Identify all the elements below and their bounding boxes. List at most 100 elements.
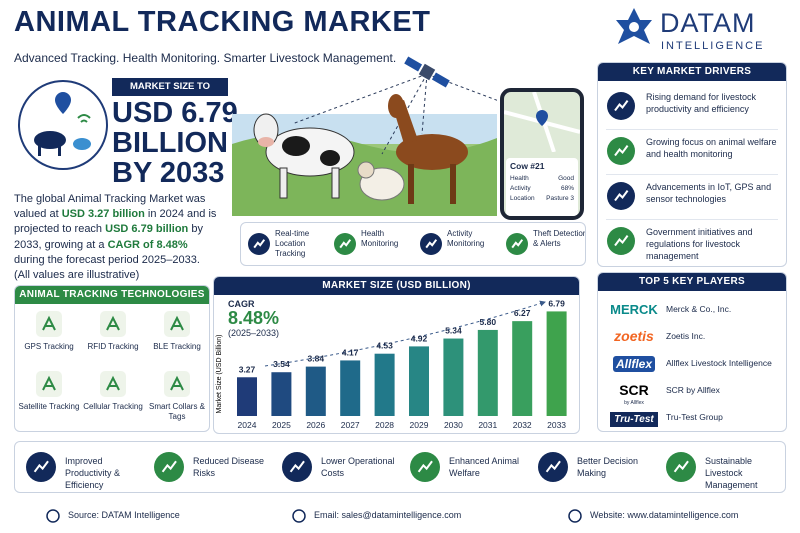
device-value: Good xyxy=(558,175,574,182)
cagr-period: (2025–2033) xyxy=(228,328,280,338)
trend-arrow xyxy=(264,300,546,367)
tech-label: GPS Tracking xyxy=(24,342,74,351)
x-tick-label: 2026 xyxy=(306,420,325,430)
summary-text: during the forecast period 2025–2033. xyxy=(14,253,200,266)
value-label: 5.34 xyxy=(445,326,462,336)
icon-glyph xyxy=(33,460,49,473)
market-line: BILLION xyxy=(112,127,228,159)
player-logo: SCR by Allflex xyxy=(606,382,662,406)
icon-glyph xyxy=(545,460,561,473)
icon xyxy=(538,452,568,482)
bar xyxy=(477,329,498,416)
tech-icon-bg xyxy=(164,311,190,337)
benefits-strip: Improved Productivity & Efficiency Reduce… xyxy=(14,441,786,493)
player-logo-text: MERCK xyxy=(610,302,658,317)
tech-glyph xyxy=(42,375,56,391)
technologies-panel: ANIMAL TRACKING TECHNOLOGIES GPS Trackin… xyxy=(14,285,210,432)
device-value: 68% xyxy=(560,185,574,192)
feature-label: Theft Detection & Alerts xyxy=(533,229,586,248)
divider xyxy=(606,129,778,130)
logo-mark xyxy=(616,8,652,44)
icon-glyph xyxy=(339,239,352,249)
tech-icon xyxy=(100,311,126,337)
player-name: Allflex Livestock Intelligence xyxy=(666,358,772,368)
market-line: USD 6.79 xyxy=(112,97,238,129)
decoration xyxy=(38,144,41,156)
value-label: 4.92 xyxy=(411,333,428,343)
icon xyxy=(607,92,635,120)
icon-glyph xyxy=(289,460,305,473)
tech-label: Satellite Tracking xyxy=(18,402,80,411)
tech-icon-bg xyxy=(36,311,62,337)
icon xyxy=(666,452,696,482)
bar xyxy=(546,311,567,416)
icon-glyph xyxy=(673,460,689,473)
tech-label: BLE Tracking xyxy=(153,342,201,351)
y-axis-label: Market Size (USD Billion) xyxy=(216,335,223,414)
brand-name: DATAM xyxy=(660,8,756,38)
device-card: Cow #21 Health Good Activity 68% Location Pas… xyxy=(506,158,578,216)
value-label: 6.79 xyxy=(548,298,565,308)
market-label: MARKET SIZE TO REACH xyxy=(112,78,228,110)
player-logo-sub: by Allflex xyxy=(624,400,644,406)
icon xyxy=(607,182,635,210)
decoration xyxy=(320,150,340,166)
decoration xyxy=(279,167,288,199)
summary-highlight: USD 6.79 billion xyxy=(105,223,189,236)
footer-text: Website: www.datamintelligence.com xyxy=(590,510,739,520)
bar xyxy=(374,353,395,416)
player-name: Tru-Test Group xyxy=(666,412,723,422)
decoration xyxy=(536,110,548,126)
player-logo-text: Allflex xyxy=(612,356,655,372)
icon xyxy=(506,233,528,255)
device-row: Health Good xyxy=(510,174,574,184)
decoration xyxy=(418,63,436,81)
bar xyxy=(409,346,429,416)
title: ANIMAL TRACKING MARKET xyxy=(14,6,431,38)
player-logo-text: Tru-Test xyxy=(610,412,658,427)
footer-icon xyxy=(292,509,306,523)
player-name: Merck & Co., Inc. xyxy=(666,304,732,314)
decoration xyxy=(331,167,340,199)
icon-glyph xyxy=(161,460,177,473)
benefit-text: Better Decision Making xyxy=(577,456,639,478)
tech-icon xyxy=(36,371,62,397)
decoration xyxy=(58,144,61,156)
market-icon xyxy=(18,80,108,170)
value-label: 3.27 xyxy=(239,364,256,374)
tech-glyph xyxy=(42,315,56,331)
illustration xyxy=(232,56,497,216)
icon xyxy=(154,452,184,482)
icon xyxy=(334,233,356,255)
decoration xyxy=(629,22,639,32)
value-label: 4.17 xyxy=(342,347,359,357)
icon xyxy=(410,452,440,482)
tech-icon-bg xyxy=(100,311,126,337)
brand-tagline: INTELLIGENCE xyxy=(661,40,765,52)
player-logo: Tru-Test xyxy=(606,409,662,427)
tech-glyph xyxy=(106,375,120,391)
device-key: Activity xyxy=(510,185,531,192)
divider xyxy=(606,219,778,220)
driver-text: Government initiatives and regulations f… xyxy=(646,227,753,261)
bar xyxy=(512,321,533,416)
chart: Market Size (USD Billion) 3.27 2024 3.54 20… xyxy=(216,298,567,430)
phone: Cow #21 Health Good Activity 68% Location Pas… xyxy=(500,88,584,220)
device-row: Activity 68% xyxy=(510,184,574,194)
icon-glyph xyxy=(511,239,524,249)
icon-glyph xyxy=(614,145,629,157)
x-tick-label: 2030 xyxy=(444,420,463,430)
feature-label: Health Monitoring xyxy=(361,229,399,248)
device-value: Pasture 3 xyxy=(546,195,574,202)
players-title: TOP 5 KEY PLAYERS xyxy=(598,273,786,291)
x-tick-label: 2033 xyxy=(547,420,566,430)
decoration xyxy=(404,56,423,72)
summary: The global Animal Tracking Market was va… xyxy=(14,192,220,283)
x-tick-label: 2032 xyxy=(513,420,532,430)
value-label: 4.53 xyxy=(376,341,393,351)
benefit-text: Reduced Disease Risks xyxy=(193,456,265,478)
bar xyxy=(305,366,326,416)
decoration xyxy=(396,134,468,170)
x-tick-label: 2024 xyxy=(238,420,257,430)
tech-label: Cellular Tracking xyxy=(83,402,143,411)
